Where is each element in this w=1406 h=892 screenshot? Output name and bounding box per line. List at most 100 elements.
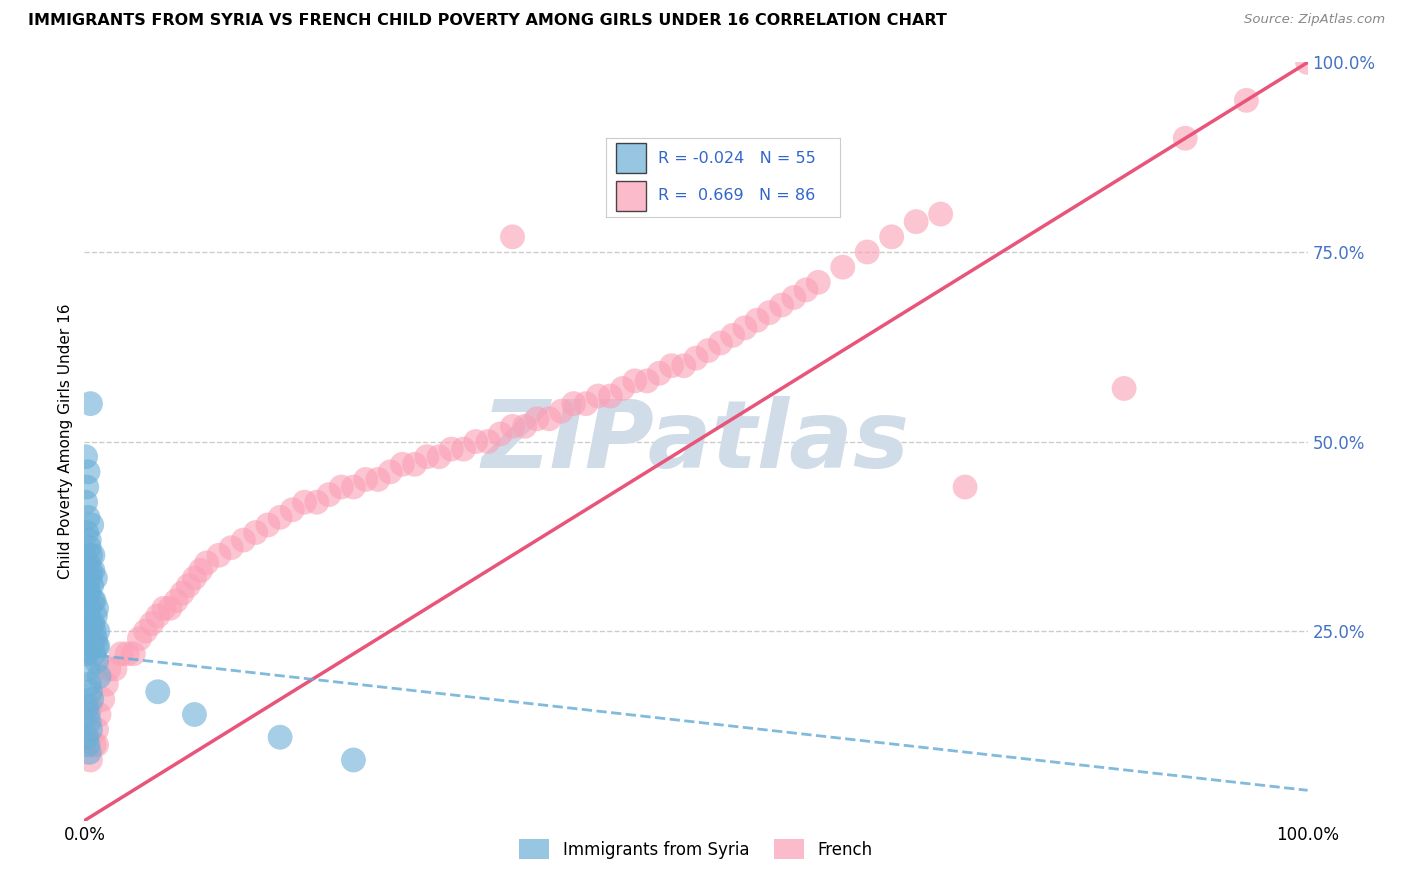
Immigrants from Syria [79, 571, 101, 585]
French [747, 313, 769, 327]
French [110, 647, 132, 661]
French [489, 427, 512, 442]
Immigrants from Syria [83, 647, 105, 661]
Y-axis label: Child Poverty Among Girls Under 16: Child Poverty Among Girls Under 16 [58, 304, 73, 579]
Immigrants from Syria [79, 564, 101, 578]
Immigrants from Syria [84, 632, 107, 646]
French [318, 487, 340, 501]
French [183, 571, 205, 585]
Immigrants from Syria [79, 624, 101, 639]
French [79, 753, 101, 767]
Immigrants from Syria [83, 624, 105, 639]
Immigrants from Syria [83, 594, 105, 608]
French [758, 305, 780, 319]
Text: R =  0.669   N = 86: R = 0.669 N = 86 [658, 188, 815, 203]
Immigrants from Syria [80, 517, 103, 532]
Immigrants from Syria [77, 601, 100, 615]
Immigrants from Syria [77, 677, 100, 691]
Immigrants from Syria [77, 746, 100, 760]
Immigrants from Syria [82, 616, 104, 631]
Immigrants from Syria [76, 699, 98, 714]
Immigrants from Syria [75, 495, 97, 509]
Immigrants from Syria [84, 608, 107, 623]
Immigrants from Syria [77, 533, 100, 548]
Immigrants from Syria [86, 655, 108, 669]
French [330, 480, 353, 494]
French [177, 579, 200, 593]
Immigrants from Syria [77, 541, 100, 555]
French [87, 707, 110, 722]
French [953, 480, 976, 494]
French [929, 207, 952, 221]
French [831, 260, 853, 275]
French [526, 412, 548, 426]
Text: Source: ZipAtlas.com: Source: ZipAtlas.com [1244, 13, 1385, 27]
Immigrants from Syria [342, 753, 364, 767]
Text: R = -0.024   N = 55: R = -0.024 N = 55 [658, 151, 815, 166]
Immigrants from Syria [80, 692, 103, 706]
Immigrants from Syria [76, 480, 98, 494]
French [794, 283, 817, 297]
Immigrants from Syria [77, 556, 100, 570]
French [734, 320, 756, 334]
Immigrants from Syria [82, 594, 104, 608]
Immigrants from Syria [77, 510, 100, 524]
French [783, 291, 806, 305]
French [208, 548, 231, 563]
Immigrants from Syria [80, 579, 103, 593]
Immigrants from Syria [80, 616, 103, 631]
French [416, 450, 439, 464]
French [661, 359, 683, 373]
Immigrants from Syria [80, 639, 103, 653]
Immigrants from Syria [269, 730, 291, 744]
French [672, 359, 695, 373]
French [305, 495, 328, 509]
French [685, 351, 707, 366]
Immigrants from Syria [79, 685, 101, 699]
French [880, 229, 903, 244]
French [83, 738, 105, 752]
Text: IMMIGRANTS FROM SYRIA VS FRENCH CHILD POVERTY AMONG GIRLS UNDER 16 CORRELATION C: IMMIGRANTS FROM SYRIA VS FRENCH CHILD PO… [28, 13, 948, 29]
French [91, 692, 114, 706]
French [141, 616, 163, 631]
Immigrants from Syria [76, 525, 98, 540]
French [294, 495, 316, 509]
Immigrants from Syria [77, 608, 100, 623]
French [1114, 382, 1136, 396]
French [146, 608, 169, 623]
French [281, 503, 304, 517]
French [550, 404, 572, 418]
French [269, 510, 291, 524]
French [502, 229, 524, 244]
Immigrants from Syria [77, 707, 100, 722]
French [115, 647, 138, 661]
French [464, 434, 486, 449]
French [172, 586, 194, 600]
Immigrants from Syria [76, 647, 98, 661]
French [404, 458, 426, 472]
French [513, 419, 536, 434]
Immigrants from Syria [77, 662, 100, 676]
French [232, 533, 254, 548]
French [1236, 94, 1258, 108]
French [709, 335, 731, 350]
French [79, 699, 101, 714]
French [770, 298, 793, 312]
French [599, 389, 621, 403]
Immigrants from Syria [183, 707, 205, 722]
French [165, 594, 187, 608]
French [856, 244, 879, 259]
Immigrants from Syria [77, 715, 100, 730]
French [440, 442, 463, 457]
Immigrants from Syria [86, 601, 108, 615]
French [721, 328, 744, 343]
Immigrants from Syria [79, 548, 101, 563]
Immigrants from Syria [77, 586, 100, 600]
FancyBboxPatch shape [616, 180, 645, 211]
French [367, 473, 389, 487]
Immigrants from Syria [146, 685, 169, 699]
French [538, 412, 561, 426]
Immigrants from Syria [77, 738, 100, 752]
French [453, 442, 475, 457]
French [427, 450, 450, 464]
